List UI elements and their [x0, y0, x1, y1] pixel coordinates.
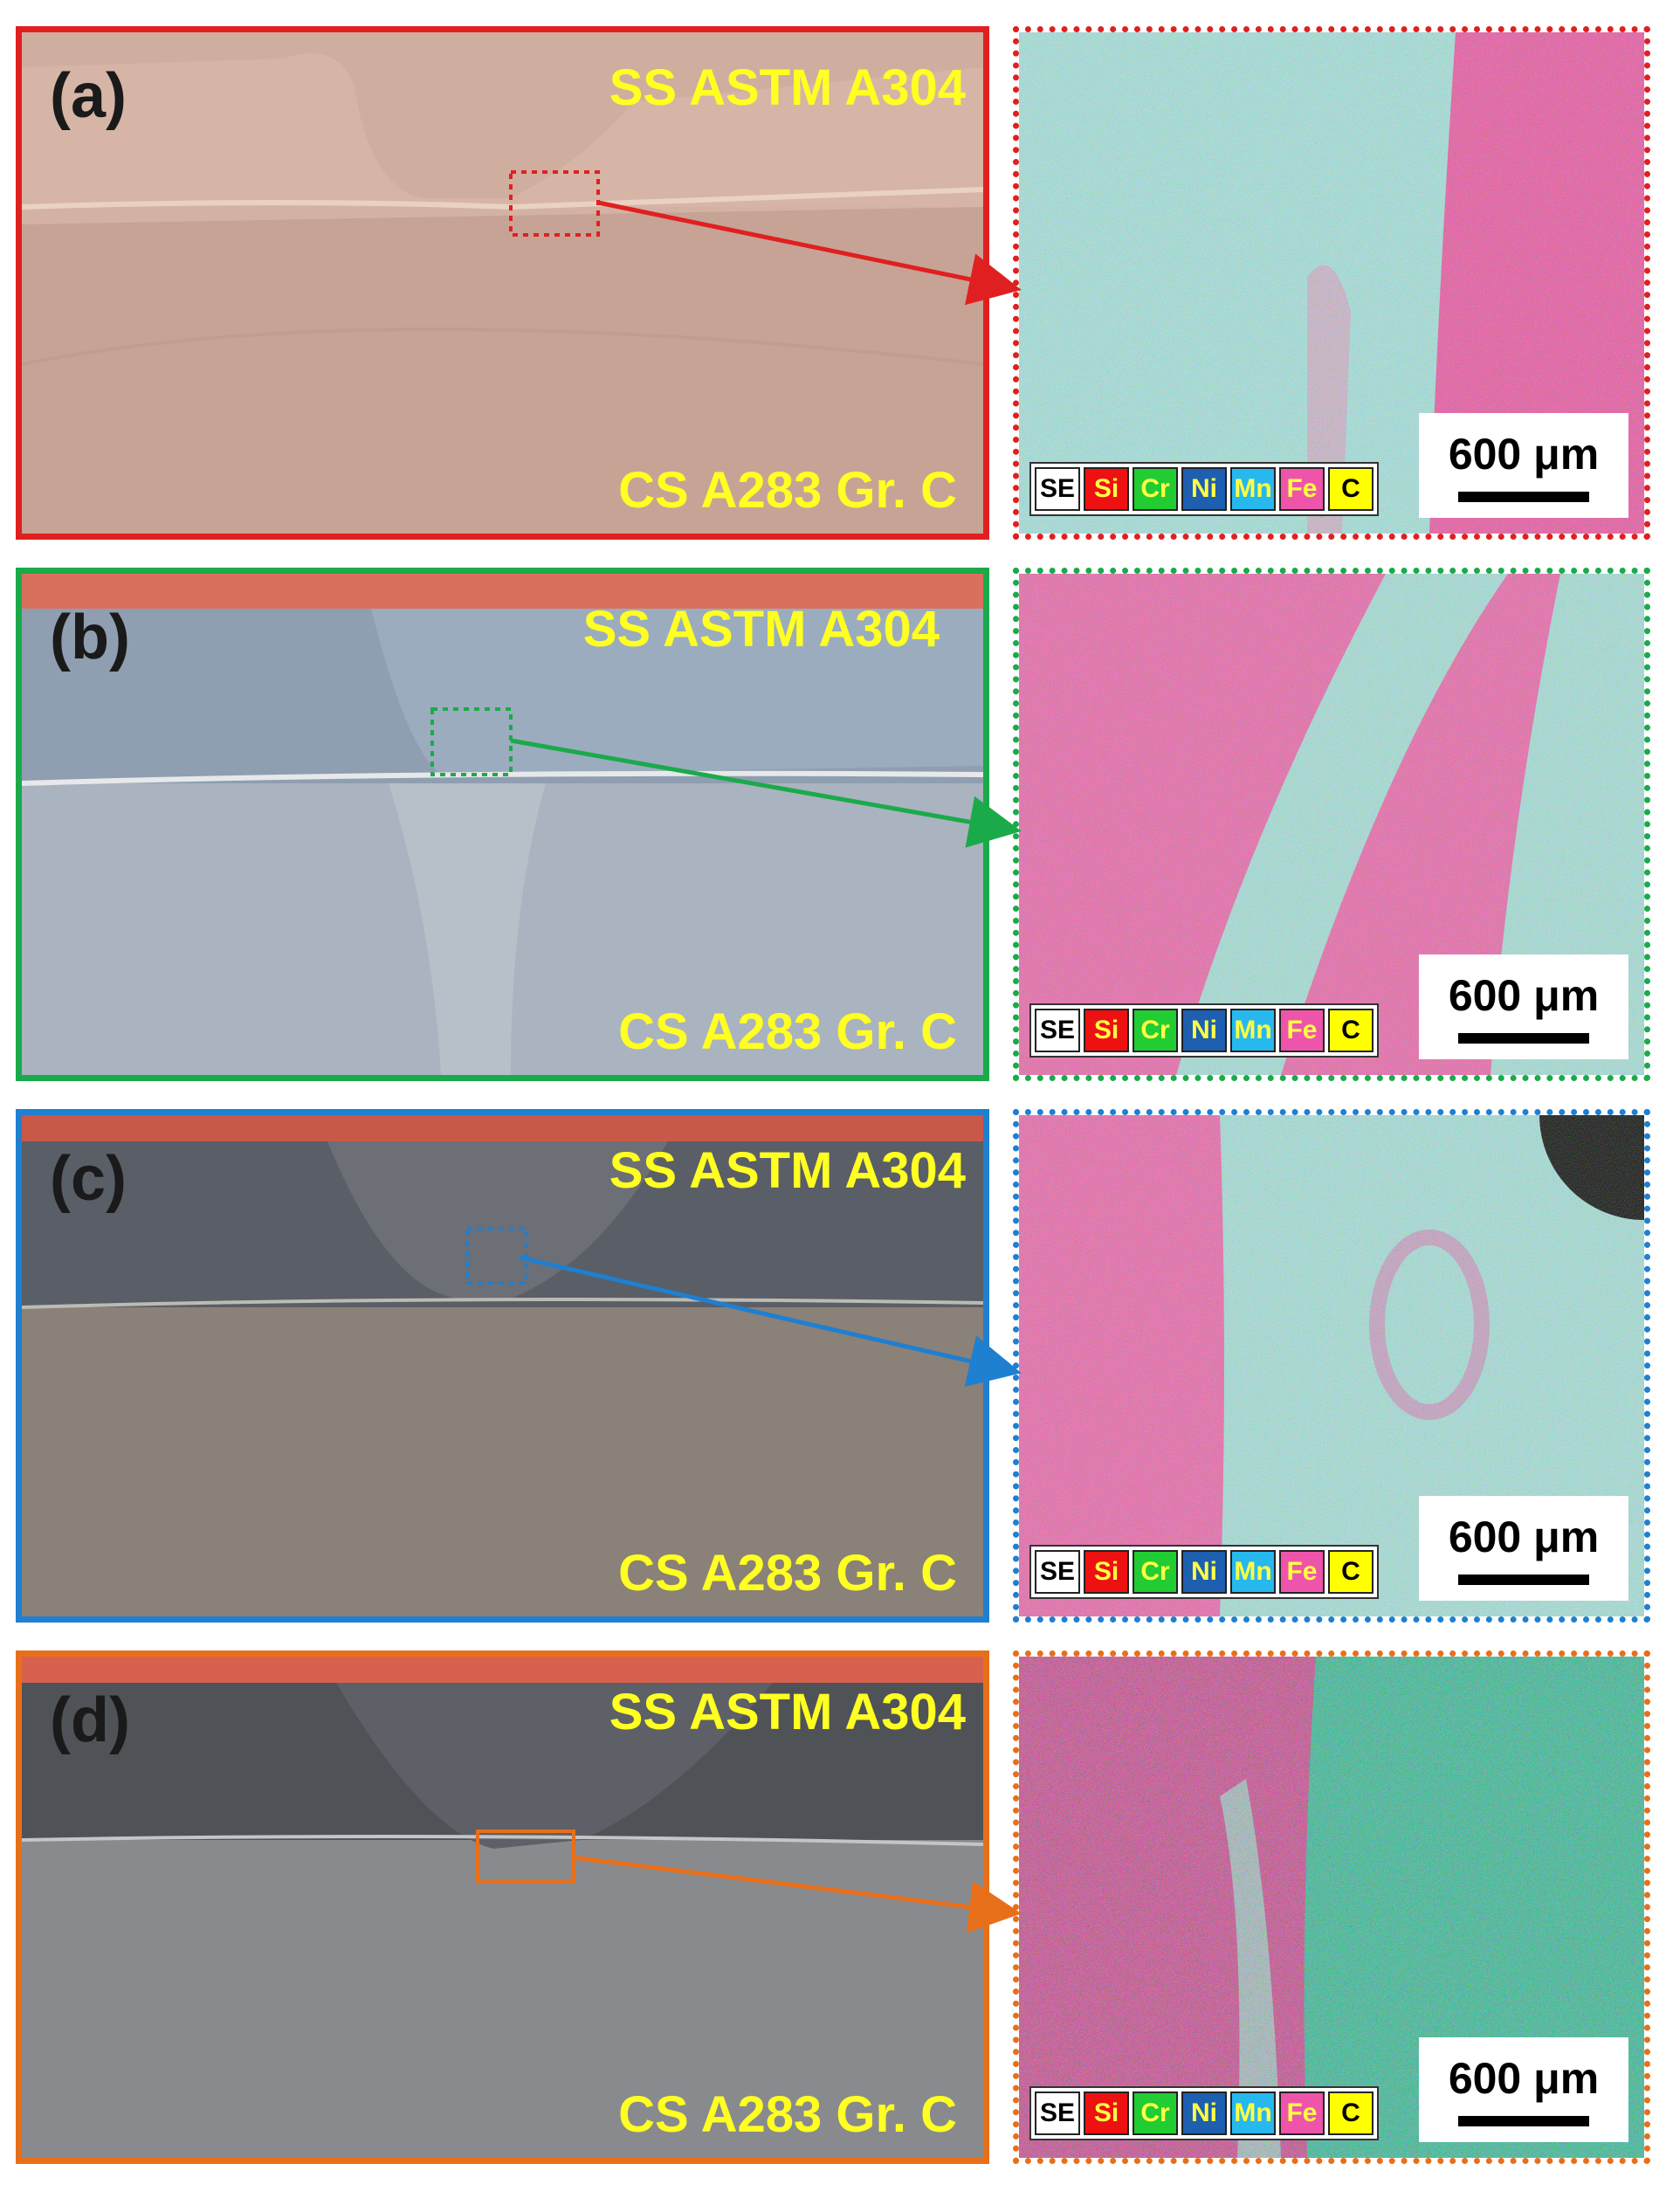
legend-chip-ni: Ni: [1181, 1009, 1227, 1052]
element-legend: SE Si Cr Ni Mn Fe C: [1029, 1545, 1379, 1599]
macrograph-d: (d) SS ASTM A304 CS A283 Gr. C: [16, 1650, 989, 2164]
panel-label: (d): [50, 1685, 130, 1755]
legend-chip-fe: Fe: [1279, 1550, 1325, 1594]
legend-chip-c: C: [1328, 1550, 1374, 1594]
top-material-label: SS ASTM A304: [582, 601, 940, 658]
macrograph-a: (a) SS ASTM A304 CS A283 Gr. C: [16, 26, 989, 540]
bottom-material-label: CS A283 Gr. C: [618, 1003, 957, 1060]
legend-chip-c: C: [1328, 1009, 1374, 1052]
panel-row-a: (a) SS ASTM A304 CS A283 Gr. C SE Si Cr …: [0, 26, 1673, 550]
legend-chip-ni: Ni: [1181, 467, 1227, 511]
scale-bar: [1458, 2116, 1589, 2126]
eds-map-b: SE Si Cr Ni Mn Fe C 600 μm: [1013, 568, 1650, 1081]
scale-bar-box: 600 μm: [1419, 2037, 1628, 2142]
panel-row-c: (c) SS ASTM A304 CS A283 Gr. C SE Si Cr …: [0, 1109, 1673, 1633]
bottom-material-label: CS A283 Gr. C: [618, 1545, 957, 1602]
legend-chip-se: SE: [1035, 467, 1080, 511]
legend-chip-se: SE: [1035, 2091, 1080, 2135]
eds-image-b: [1019, 574, 1644, 1075]
scale-bar-box: 600 μm: [1419, 1496, 1628, 1601]
legend-chip-fe: Fe: [1279, 1009, 1325, 1052]
macrograph-c: (c) SS ASTM A304 CS A283 Gr. C: [16, 1109, 989, 1623]
panel-label: (c): [50, 1144, 127, 1214]
legend-chip-se: SE: [1035, 1009, 1080, 1052]
scale-label: 600 μm: [1448, 430, 1600, 479]
top-material-label: SS ASTM A304: [609, 1684, 966, 1740]
top-material-label: SS ASTM A304: [609, 1142, 966, 1199]
legend-chip-si: Si: [1084, 2091, 1129, 2135]
eds-image-d: [1019, 1657, 1644, 2158]
element-legend: SE Si Cr Ni Mn Fe C: [1029, 2086, 1379, 2140]
legend-chip-ni: Ni: [1181, 2091, 1227, 2135]
macrograph-image-d: [22, 1657, 983, 2158]
macrograph-image-b: [22, 574, 983, 1075]
legend-chip-mn: Mn: [1230, 467, 1276, 511]
bottom-material-label: CS A283 Gr. C: [618, 2086, 957, 2143]
legend-chip-cr: Cr: [1133, 1009, 1178, 1052]
legend-chip-cr: Cr: [1133, 1550, 1178, 1594]
eds-map-a: SE Si Cr Ni Mn Fe C 600 μm: [1013, 26, 1650, 540]
legend-chip-fe: Fe: [1279, 467, 1325, 511]
legend-chip-mn: Mn: [1230, 1009, 1276, 1052]
macrograph-b: (b) SS ASTM A304 CS A283 Gr. C: [16, 568, 989, 1081]
scale-label: 600 μm: [1448, 2054, 1600, 2103]
scale-bar: [1458, 492, 1589, 502]
legend-chip-fe: Fe: [1279, 2091, 1325, 2135]
element-legend: SE Si Cr Ni Mn Fe C: [1029, 462, 1379, 516]
legend-chip-se: SE: [1035, 1550, 1080, 1594]
panel-label: (b): [50, 603, 130, 672]
legend-chip-mn: Mn: [1230, 1550, 1276, 1594]
legend-chip-mn: Mn: [1230, 2091, 1276, 2135]
scale-bar: [1458, 1575, 1589, 1585]
panel-row-d: (d) SS ASTM A304 CS A283 Gr. C SE Si Cr …: [0, 1650, 1673, 2174]
legend-chip-ni: Ni: [1181, 1550, 1227, 1594]
eds-map-d: SE Si Cr Ni Mn Fe C 600 μm: [1013, 1650, 1650, 2164]
legend-chip-c: C: [1328, 2091, 1374, 2135]
eds-map-c: SE Si Cr Ni Mn Fe C 600 μm: [1013, 1109, 1650, 1623]
panel-row-b: (b) SS ASTM A304 CS A283 Gr. C SE Si Cr …: [0, 568, 1673, 1092]
element-legend: SE Si Cr Ni Mn Fe C: [1029, 1003, 1379, 1058]
scale-label: 600 μm: [1448, 1513, 1600, 1561]
bottom-material-label: CS A283 Gr. C: [618, 462, 957, 519]
legend-chip-si: Si: [1084, 467, 1129, 511]
legend-chip-si: Si: [1084, 1550, 1129, 1594]
scale-label: 600 μm: [1448, 971, 1600, 1020]
legend-chip-cr: Cr: [1133, 467, 1178, 511]
legend-chip-c: C: [1328, 467, 1374, 511]
top-material-label: SS ASTM A304: [609, 59, 966, 116]
legend-chip-si: Si: [1084, 1009, 1129, 1052]
panel-label: (a): [50, 61, 127, 131]
scale-bar-box: 600 μm: [1419, 413, 1628, 518]
scale-bar: [1458, 1033, 1589, 1044]
legend-chip-cr: Cr: [1133, 2091, 1178, 2135]
scale-bar-box: 600 μm: [1419, 954, 1628, 1059]
